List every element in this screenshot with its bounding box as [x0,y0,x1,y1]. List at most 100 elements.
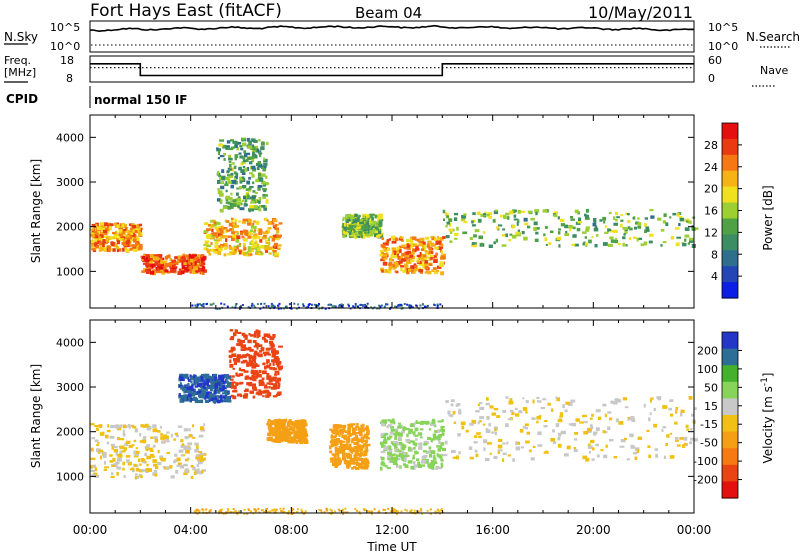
xtick-label: 12:00 [375,523,410,537]
echo-cell [208,397,211,401]
echo-cell [362,458,367,462]
echo-cell [525,440,530,444]
echo-cell [236,393,242,397]
echo-cell [628,237,632,241]
echo-cell [249,205,254,209]
echo-cell [247,339,252,344]
echo-cell [119,225,124,230]
echo-cell [272,439,278,442]
echo-cell [203,269,207,273]
echo-cell [225,238,228,243]
echo-cell [242,245,246,249]
echo-cell [400,265,405,268]
echo-cell [318,303,320,305]
echo-cell [428,449,431,453]
echo-cell [191,304,194,307]
colorbar-swatch [722,154,738,172]
echo-cell [382,242,388,245]
echo-cell [140,424,145,428]
echo-cell [392,453,397,456]
echo-cell [231,306,234,309]
echo-cell [397,431,400,436]
echo-cell [263,162,268,167]
echo-cell [395,270,399,274]
echo-cell [251,146,256,150]
echo-cell [115,452,118,456]
echo-cell [227,174,231,177]
echo-cell [209,303,212,306]
echo-cell [408,253,414,257]
echo-cell [220,245,224,249]
echo-cell [604,413,607,418]
echo-cell [139,440,144,443]
echo-cell [517,229,521,233]
echo-cell [183,262,187,266]
echo-cell [345,454,349,458]
echo-cell [350,448,356,452]
echo-cell [345,443,349,446]
echo-cell [525,410,528,414]
echo-cell [399,303,402,306]
echo-cell [411,306,414,309]
echo-cell [240,348,246,351]
echo-cell [228,197,233,201]
station-title: Fort Hays East (fitACF) [90,1,282,21]
echo-cell [356,448,362,452]
echo-cell [682,242,687,247]
echo-cell [576,227,581,232]
echo-cell [114,222,117,227]
echo-cell [334,434,337,438]
echo-cell [252,244,256,248]
echo-cell [608,211,612,215]
echo-cell [364,231,367,234]
echo-cell [295,421,300,424]
echo-cell [242,156,246,160]
echo-cell [225,385,230,388]
echo-cell [317,304,320,307]
echo-cell [224,392,228,396]
echo-cell [265,200,269,204]
echo-cell [194,511,197,514]
echo-cell [513,218,519,221]
echo-cell [249,390,254,394]
echo-cell [262,168,266,172]
echo-cell [406,259,412,263]
echo-cell [211,376,217,380]
echo-cell [543,420,548,423]
echo-cell [156,256,160,260]
echo-cell [591,413,594,417]
echo-cell [550,437,555,442]
echo-cell [149,261,153,264]
echo-cell [136,237,140,242]
echo-cell [690,437,694,441]
echo-cell [346,438,351,442]
echo-cell [382,422,385,426]
colorbar-swatch [722,138,738,156]
echo-cell [164,269,169,273]
echo-cell [206,249,210,253]
echo-cell [410,265,415,270]
echo-cell [585,228,590,232]
echo-cell [210,385,215,390]
echo-cell [338,445,344,449]
echo-cell [169,465,173,469]
echo-cell [157,263,161,267]
echo-cell [261,166,265,169]
echo-cell [419,237,425,241]
echo-cell [565,230,568,234]
echo-cell [119,452,123,456]
echo-cell [216,229,222,232]
colorbar-swatch [722,398,738,416]
echo-cell [631,418,636,423]
echo-cell [234,329,238,334]
echo-cell [332,442,336,447]
echo-cell [265,394,270,398]
echo-cell [633,236,637,239]
echo-cell [350,454,353,457]
echo-cell [415,245,419,250]
echo-cell [303,422,308,427]
echo-cell [115,425,120,429]
echo-cell [186,261,189,265]
echo-cell [417,442,423,446]
